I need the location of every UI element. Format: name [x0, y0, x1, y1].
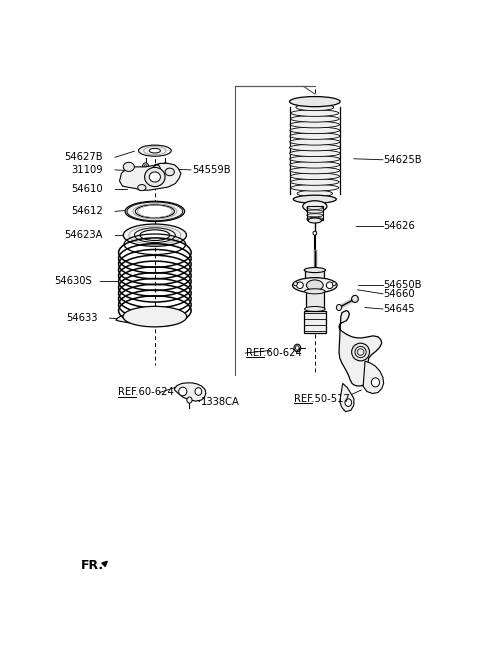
Polygon shape	[116, 314, 179, 327]
Ellipse shape	[138, 185, 146, 191]
Text: FR.: FR.	[81, 559, 104, 572]
Ellipse shape	[125, 317, 132, 323]
Ellipse shape	[293, 195, 336, 203]
Ellipse shape	[296, 99, 334, 105]
Bar	[305, 270, 324, 283]
Ellipse shape	[308, 218, 322, 223]
Ellipse shape	[195, 388, 202, 396]
Ellipse shape	[167, 317, 173, 323]
Ellipse shape	[139, 145, 171, 156]
Text: 54645: 54645	[384, 304, 415, 314]
Ellipse shape	[123, 306, 187, 327]
Polygon shape	[340, 384, 354, 412]
Text: 54626: 54626	[384, 221, 415, 231]
Ellipse shape	[123, 162, 134, 171]
Ellipse shape	[140, 230, 170, 240]
Text: 1338CA: 1338CA	[201, 397, 240, 407]
Ellipse shape	[290, 173, 339, 179]
Ellipse shape	[290, 133, 340, 139]
Ellipse shape	[290, 179, 339, 185]
Polygon shape	[363, 361, 384, 394]
Ellipse shape	[313, 231, 317, 235]
Bar	[305, 291, 324, 309]
Text: 54559B: 54559B	[192, 165, 231, 175]
Text: 54610: 54610	[71, 183, 103, 194]
Ellipse shape	[142, 163, 149, 172]
Ellipse shape	[165, 168, 174, 175]
Text: 54630S: 54630S	[54, 276, 92, 286]
Text: 54627B: 54627B	[64, 152, 103, 162]
Ellipse shape	[303, 201, 327, 212]
Ellipse shape	[290, 122, 339, 128]
Ellipse shape	[289, 139, 340, 145]
Ellipse shape	[336, 304, 342, 311]
Ellipse shape	[289, 150, 340, 156]
Ellipse shape	[289, 145, 340, 151]
Ellipse shape	[296, 346, 299, 350]
Ellipse shape	[326, 282, 333, 288]
Ellipse shape	[297, 196, 333, 202]
Text: 54625B: 54625B	[384, 155, 422, 165]
Ellipse shape	[290, 168, 340, 174]
Ellipse shape	[144, 165, 147, 170]
Ellipse shape	[149, 172, 160, 182]
Ellipse shape	[294, 282, 297, 286]
Ellipse shape	[306, 280, 323, 290]
Ellipse shape	[305, 306, 325, 311]
Text: 31109: 31109	[71, 165, 103, 175]
Ellipse shape	[372, 378, 380, 387]
Polygon shape	[339, 311, 382, 386]
Ellipse shape	[357, 349, 364, 355]
Polygon shape	[120, 164, 181, 190]
Ellipse shape	[291, 185, 339, 191]
Bar	[304, 311, 325, 333]
Ellipse shape	[355, 346, 366, 357]
Ellipse shape	[149, 148, 160, 153]
Text: 54650B: 54650B	[384, 281, 422, 290]
Ellipse shape	[123, 224, 186, 246]
Ellipse shape	[135, 205, 174, 218]
Bar	[304, 325, 326, 330]
Ellipse shape	[352, 343, 370, 361]
Ellipse shape	[297, 282, 303, 288]
Ellipse shape	[289, 97, 340, 106]
Ellipse shape	[304, 267, 325, 273]
Ellipse shape	[292, 278, 337, 293]
Ellipse shape	[332, 282, 336, 286]
Text: REF.60-624: REF.60-624	[246, 348, 302, 358]
Text: 54660: 54660	[384, 289, 415, 299]
Ellipse shape	[290, 116, 339, 122]
Ellipse shape	[125, 201, 185, 221]
Ellipse shape	[290, 127, 340, 133]
Text: 54612: 54612	[71, 206, 103, 216]
Text: REF.60-624: REF.60-624	[118, 388, 173, 397]
Polygon shape	[175, 383, 206, 401]
Ellipse shape	[290, 162, 340, 168]
Ellipse shape	[144, 168, 165, 187]
Ellipse shape	[291, 110, 339, 116]
Ellipse shape	[345, 399, 352, 407]
Ellipse shape	[163, 165, 167, 170]
Ellipse shape	[305, 280, 324, 284]
Ellipse shape	[305, 289, 325, 294]
Ellipse shape	[294, 344, 300, 351]
Ellipse shape	[179, 387, 187, 396]
Bar	[307, 206, 323, 221]
Ellipse shape	[162, 163, 168, 172]
Ellipse shape	[187, 397, 192, 403]
Ellipse shape	[352, 296, 359, 302]
Ellipse shape	[297, 191, 333, 197]
Text: REF.50-517: REF.50-517	[294, 394, 350, 403]
Ellipse shape	[296, 104, 334, 110]
Ellipse shape	[289, 156, 340, 162]
Text: 54623A: 54623A	[64, 230, 103, 240]
Bar	[304, 313, 326, 319]
Text: 54633: 54633	[66, 313, 97, 323]
